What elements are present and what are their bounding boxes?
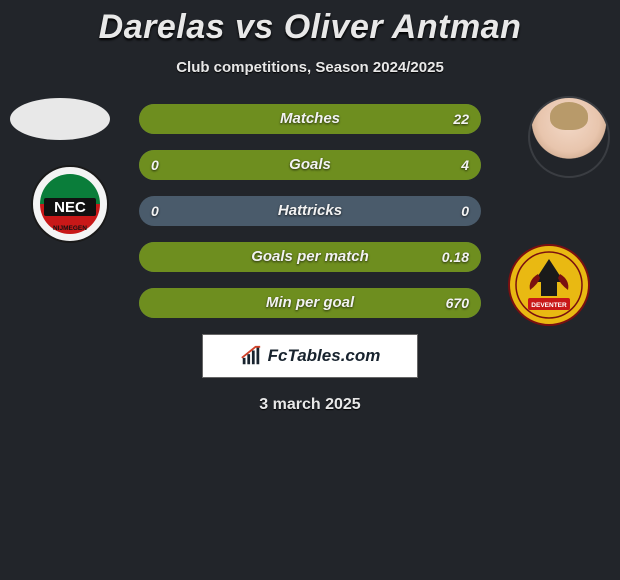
eagles-badge-icon: DEVENTER bbox=[508, 244, 590, 326]
club-right-badge: DEVENTER bbox=[508, 244, 590, 326]
stat-row: Goals0 4 bbox=[139, 150, 481, 180]
stat-value-left: 0 bbox=[151, 150, 159, 180]
player-left-avatar bbox=[10, 98, 110, 140]
stat-value-right: 4 bbox=[461, 150, 469, 180]
stat-label: Matches bbox=[139, 104, 481, 134]
stat-label: Goals bbox=[139, 150, 481, 180]
stat-label: Goals per match bbox=[139, 242, 481, 272]
club-right-text-bottom: DEVENTER bbox=[531, 302, 567, 309]
stat-value-right: 0.18 bbox=[442, 242, 469, 272]
club-left-badge: NEC NIJMEGEN bbox=[30, 164, 110, 244]
nec-badge-icon: NEC NIJMEGEN bbox=[30, 164, 110, 244]
club-left-text-bottom: NIJMEGEN bbox=[53, 225, 87, 232]
stat-row: Hattricks0 0 bbox=[139, 196, 481, 226]
player-right-avatar bbox=[528, 96, 610, 178]
club-left-text-top: NEC bbox=[54, 199, 86, 216]
page-title: Darelas vs Oliver Antman bbox=[0, 0, 620, 47]
date-text: 3 march 2025 bbox=[0, 396, 620, 414]
footer-text: FcTables.com bbox=[268, 346, 381, 366]
stat-row: Min per goal670 bbox=[139, 288, 481, 318]
stat-label: Min per goal bbox=[139, 288, 481, 318]
footer-badge: FcTables.com bbox=[202, 334, 418, 378]
comparison-content: NEC NIJMEGEN DEVENTER Matches22Goals04Ha… bbox=[0, 104, 620, 414]
stat-value-right: 0 bbox=[461, 196, 469, 226]
stat-value-left: 0 bbox=[151, 196, 159, 226]
chart-icon bbox=[240, 345, 262, 367]
stat-value-right: 670 bbox=[446, 288, 469, 318]
stat-value-right: 22 bbox=[453, 104, 469, 134]
page-subtitle: Club competitions, Season 2024/2025 bbox=[0, 59, 620, 76]
stat-bars: Matches22Goals04Hattricks00Goals per mat… bbox=[139, 104, 481, 318]
stat-row: Matches22 bbox=[139, 104, 481, 134]
stat-row: Goals per match0.18 bbox=[139, 242, 481, 272]
stat-label: Hattricks bbox=[139, 196, 481, 226]
